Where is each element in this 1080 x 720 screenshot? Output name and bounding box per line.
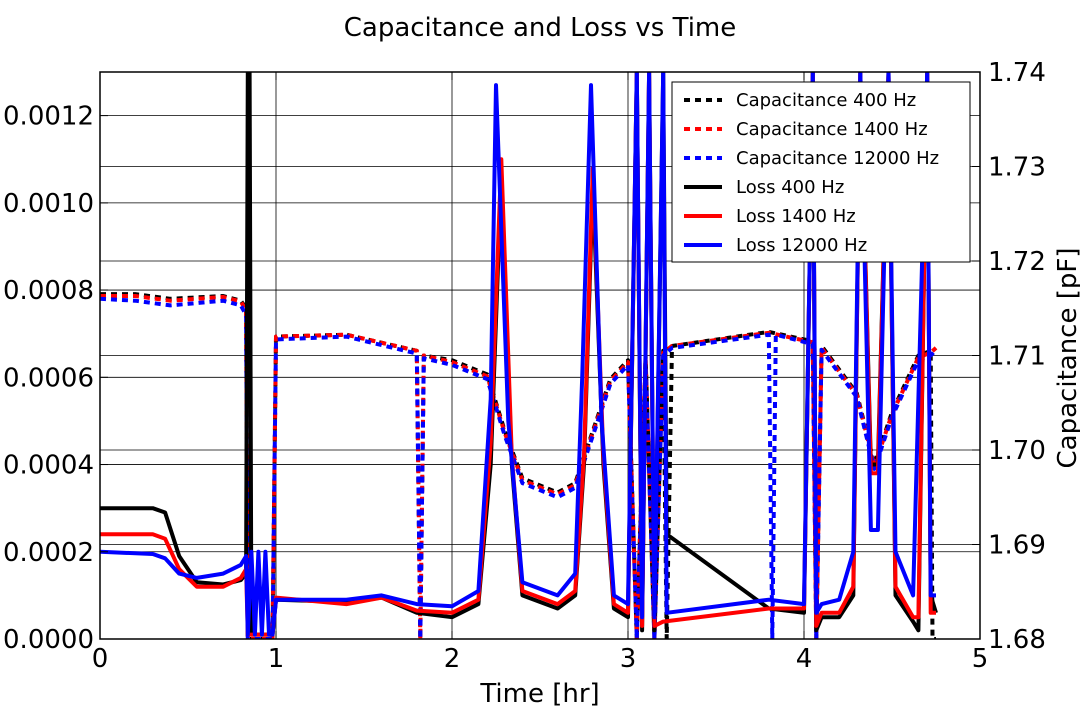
right-tick-label: 1.71 [988,342,1046,372]
x-tick-label: 1 [268,644,285,674]
legend-entry-label: Capacitance 400 Hz [736,90,916,111]
x-tick-label: 5 [972,644,989,674]
left-tick-label: 0.0010 [3,189,94,219]
series-line-5 [100,72,936,637]
left-tick-label: 0.0006 [3,363,94,393]
legend-entry-label: Loss 400 Hz [736,177,844,198]
left-tick-label: 0.0004 [3,451,94,481]
left-tick-label: 0.0012 [3,102,94,132]
legend-entry-label: Capacitance 1400 Hz [736,119,928,140]
x-tick-label: 3 [620,644,637,674]
legend-entry-label: Loss 12000 Hz [736,235,867,256]
right-tick-label: 1.70 [988,436,1046,466]
legend: Capacitance 400 Hz Capacitance 1400 Hz Cap… [671,81,971,263]
right-tick-label: 1.68 [988,625,1046,655]
left-axis-ticks: 0.0000 0.0002 0.0004 0.0006 0.0008 0.0010 0.00… [3,102,108,655]
legend-entry-label: Capacitance 12000 Hz [736,148,939,169]
series-lines [100,72,938,639]
x-tick-label: 2 [444,644,461,674]
legend-entry-label: Loss 1400 Hz [736,206,856,227]
x-tick-label: 4 [796,644,813,674]
right-tick-label: 1.73 [988,153,1046,183]
left-tick-label: 0.0008 [3,276,94,306]
x-tick-label: 0 [92,644,109,674]
right-tick-label: 1.69 [988,531,1046,561]
chart-title: Capacitance and Loss vs Time [344,13,737,43]
right-tick-label: 1.72 [988,247,1046,277]
left-tick-label: 0.0002 [3,538,94,568]
x-axis-label: Time [hr] [479,679,599,709]
x-axis-ticks: 0 1 2 3 4 5 [92,72,989,674]
right-axis-label: Capacitance [pF] [1053,248,1080,469]
right-tick-label: 1.74 [988,58,1046,88]
legend-frame [671,81,971,263]
series-line-2 [100,296,938,639]
right-axis-ticks: 1.68 1.69 1.70 1.71 1.72 1.73 1.74 [972,58,1046,655]
left-tick-label: 0.0000 [3,625,94,655]
